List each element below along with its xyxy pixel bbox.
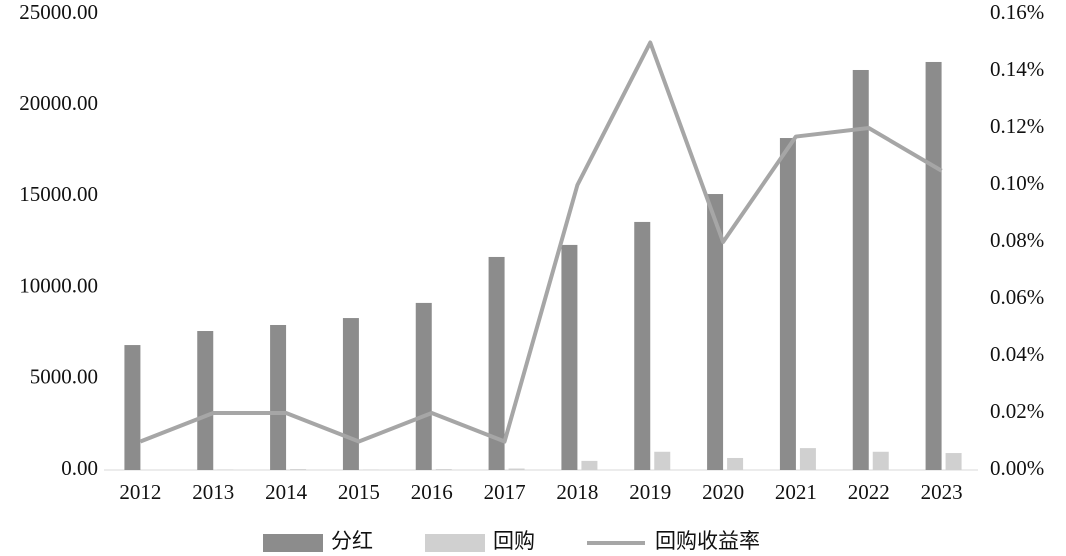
y-tick-label: 20000.00 bbox=[19, 91, 98, 115]
y2-tick-label: 0.02% bbox=[990, 399, 1044, 423]
bar bbox=[945, 453, 962, 470]
bar bbox=[435, 469, 452, 470]
x-tick-label: 2014 bbox=[265, 480, 308, 504]
bar bbox=[779, 138, 796, 471]
bar bbox=[727, 457, 744, 470]
legend-swatch bbox=[263, 534, 323, 552]
x-tick-label: 2022 bbox=[848, 480, 890, 504]
y2-tick-label: 0.12% bbox=[990, 114, 1044, 138]
y2-tick-label: 0.04% bbox=[990, 342, 1044, 366]
x-tick-label: 2012 bbox=[119, 480, 161, 504]
bar bbox=[799, 448, 816, 470]
x-tick-label: 2019 bbox=[629, 480, 671, 504]
bar bbox=[925, 61, 942, 471]
bar bbox=[488, 256, 505, 470]
x-tick-label: 2018 bbox=[556, 480, 598, 504]
y2-tick-label: 0.08% bbox=[990, 228, 1044, 252]
y-tick-label: 25000.00 bbox=[19, 0, 98, 24]
bar bbox=[561, 244, 578, 470]
x-tick-label: 2021 bbox=[775, 480, 817, 504]
bar bbox=[124, 345, 141, 470]
bar bbox=[508, 468, 525, 470]
y2-tick-label: 0.14% bbox=[990, 57, 1044, 81]
x-tick-label: 2013 bbox=[192, 480, 234, 504]
legend-swatch bbox=[425, 534, 485, 552]
bar bbox=[872, 451, 889, 470]
bar bbox=[707, 194, 724, 470]
x-tick-label: 2017 bbox=[484, 480, 526, 504]
x-tick-label: 2020 bbox=[702, 480, 744, 504]
line bbox=[139, 40, 943, 444]
x-tick-label: 2016 bbox=[411, 480, 453, 504]
bar bbox=[197, 331, 214, 470]
y2-tick-label: 0.16% bbox=[990, 0, 1044, 24]
bar bbox=[342, 318, 359, 470]
bar bbox=[852, 69, 869, 471]
legend-label: 回购 bbox=[493, 529, 535, 553]
y-tick-label: 0.00 bbox=[61, 456, 98, 480]
legend-label: 回购收益率 bbox=[655, 529, 760, 553]
y2-tick-label: 0.10% bbox=[990, 171, 1044, 195]
x-tick-label: 2015 bbox=[338, 480, 380, 504]
bar bbox=[290, 469, 307, 470]
bar bbox=[217, 469, 234, 470]
x-tick-label: 2023 bbox=[921, 480, 963, 504]
bar bbox=[654, 451, 671, 470]
legend-label: 分红 bbox=[331, 529, 373, 553]
y2-tick-label: 0.06% bbox=[990, 285, 1044, 309]
bar bbox=[581, 460, 598, 470]
bar bbox=[270, 324, 287, 470]
y2-tick-label: 0.00% bbox=[990, 456, 1044, 480]
y-tick-label: 5000.00 bbox=[30, 365, 98, 389]
y-tick-label: 15000.00 bbox=[19, 182, 98, 206]
y-tick-label: 10000.00 bbox=[19, 273, 98, 297]
bar bbox=[415, 302, 432, 470]
bar bbox=[634, 221, 651, 470]
